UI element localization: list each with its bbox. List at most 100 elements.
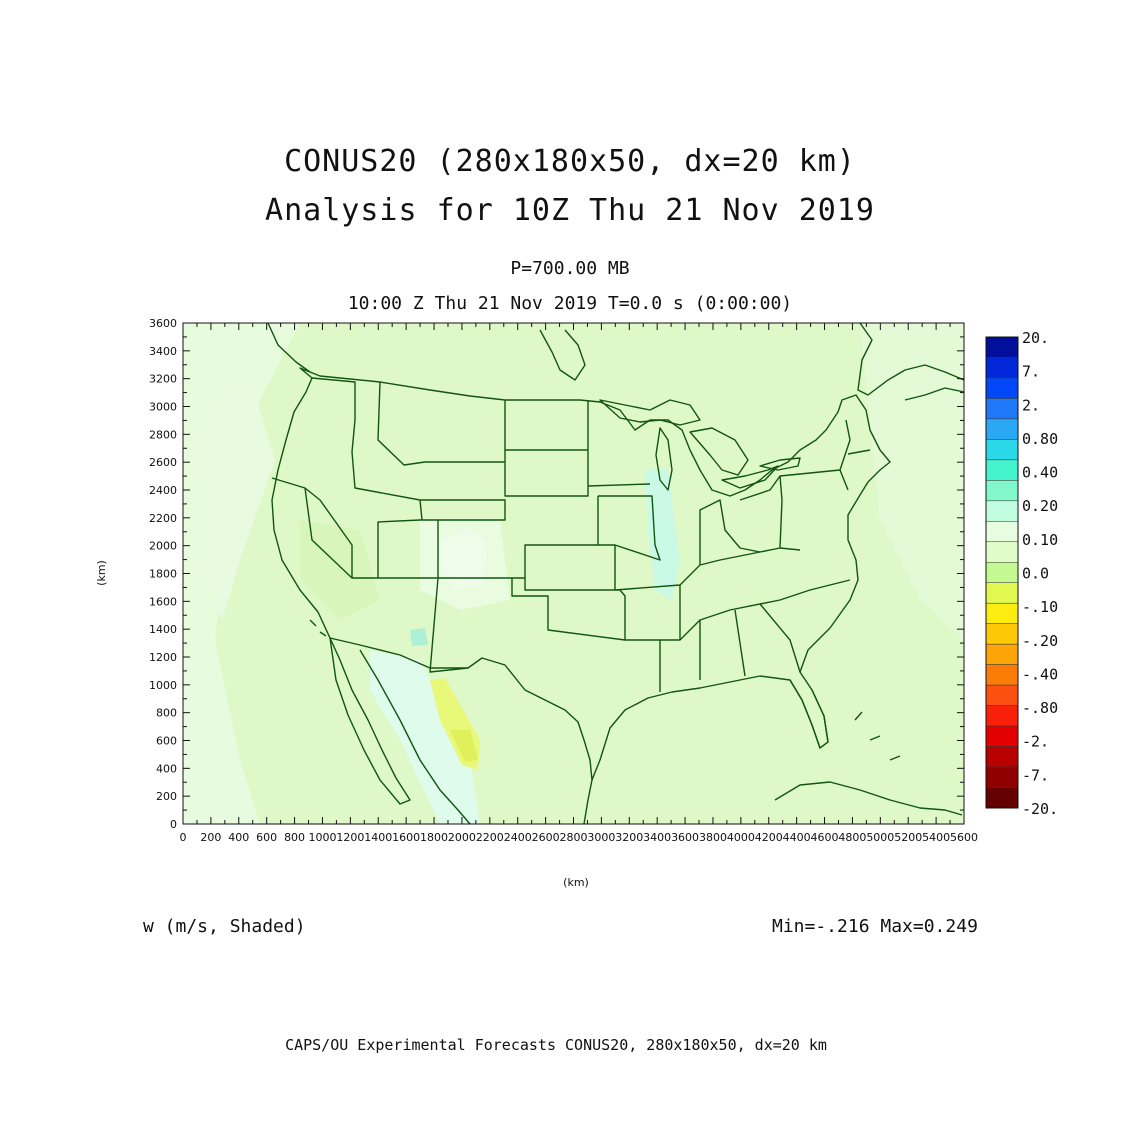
colorbar-label: -.40 xyxy=(1022,665,1058,683)
y-axis: 0 200 400 600 800 1000 1200 1400 1600 1800 2000 220… xyxy=(149,317,964,831)
x-tick-label: 3000 xyxy=(587,831,615,844)
y-tick-label: 1200 xyxy=(149,651,177,664)
y-tick-label: 3600 xyxy=(149,317,177,330)
lake-superior xyxy=(599,399,701,426)
y-tick-label: 3000 xyxy=(149,401,177,414)
colorbar-swatch xyxy=(985,725,1019,747)
y-tick-label: 400 xyxy=(156,762,177,775)
y-tick-label: 1000 xyxy=(149,679,177,692)
x-axis: 0 200 400 600 800 1000 1200 1400 1600 1800 2000 220… xyxy=(180,323,978,844)
colorbar-label: -.10 xyxy=(1022,598,1058,616)
colorbar-label: 0.40 xyxy=(1022,464,1058,482)
x-axis-label: (km) xyxy=(563,876,589,889)
y-tick-label: 2400 xyxy=(149,484,177,497)
colorbar-label: -.80 xyxy=(1022,699,1058,717)
y-tick-label: 1600 xyxy=(149,595,177,608)
y-axis-label: (km) xyxy=(95,560,108,586)
shade-sw-green xyxy=(300,520,380,620)
us-outline xyxy=(271,367,891,781)
x-tick-label: 1600 xyxy=(392,831,420,844)
cuba xyxy=(774,781,963,816)
x-tick-label: 600 xyxy=(256,831,277,844)
y-tick-label: 3400 xyxy=(149,345,177,358)
colorbar-swatch xyxy=(985,787,1019,809)
colorbar-frame xyxy=(985,336,1019,809)
x-tick-label: 1000 xyxy=(308,831,336,844)
x-tick-label: 3400 xyxy=(643,831,671,844)
field-minmax: Min=-.216 Max=0.249 xyxy=(772,916,978,937)
colorbar-label: 20. xyxy=(1022,329,1049,347)
colorbar-swatch xyxy=(985,623,1019,645)
x-tick-label: 1800 xyxy=(420,831,448,844)
y-tick-label: 600 xyxy=(156,735,177,748)
y-tick-label: 2600 xyxy=(149,456,177,469)
x-tick-label: 3600 xyxy=(671,831,699,844)
y-tick-label: 1400 xyxy=(149,623,177,636)
colorbar-swatch xyxy=(985,643,1019,665)
florida xyxy=(789,679,829,749)
colorbar-swatch xyxy=(985,336,1019,358)
colorbar-label: -7. xyxy=(1022,766,1049,784)
lake-michigan xyxy=(655,427,673,491)
colorbar-label: -2. xyxy=(1022,733,1049,751)
credit-line: CAPS/OU Experimental Forecasts CONUS20, … xyxy=(285,1036,827,1054)
x-tick-label: 200 xyxy=(200,831,221,844)
canada-east xyxy=(857,323,964,396)
colorbar-swatch xyxy=(985,766,1019,788)
shade-mexico-yellow2 xyxy=(450,730,478,762)
x-tick-label: 1400 xyxy=(364,831,392,844)
colorbar-label: 0.10 xyxy=(1022,531,1058,549)
title-line-2: Analysis for 10Z Thu 21 Nov 2019 xyxy=(265,193,875,228)
state-lines xyxy=(271,377,871,692)
y-tick-label: 3200 xyxy=(149,373,177,386)
x-tick-label: 4400 xyxy=(783,831,811,844)
colorbar-swatch xyxy=(985,418,1019,440)
colorbar-label: 7. xyxy=(1022,363,1040,381)
title-line-1: CONUS20 (280x180x50, dx=20 km) xyxy=(284,144,856,179)
x-tick-label: 800 xyxy=(284,831,305,844)
x-tick-label: 5000 xyxy=(866,831,894,844)
y-tick-label: 2800 xyxy=(149,428,177,441)
y-tick-label: 0 xyxy=(170,818,177,831)
x-tick-label: 2400 xyxy=(504,831,532,844)
colorbar-label: 2. xyxy=(1022,396,1040,414)
y-tick-label: 1800 xyxy=(149,568,177,581)
colorbar-swatch xyxy=(985,582,1019,604)
shade-cyan-spot xyxy=(410,628,428,646)
x-tick-label: 4200 xyxy=(755,831,783,844)
colorbar-swatch xyxy=(985,562,1019,583)
lake-erie xyxy=(721,465,779,489)
canada-hudson xyxy=(539,329,586,381)
w-field-shading xyxy=(183,323,964,824)
shade-baja-light xyxy=(370,650,480,824)
x-tick-label: 1200 xyxy=(336,831,364,844)
x-tick-label: 5400 xyxy=(922,831,950,844)
colorbar-swatch xyxy=(985,521,1019,543)
channel-islands xyxy=(309,619,327,637)
baja-california xyxy=(329,637,411,805)
x-tick-label: 5200 xyxy=(894,831,922,844)
mexico-coast xyxy=(359,649,471,824)
colorbar-swatch xyxy=(985,602,1019,624)
colorbar-label: 0.0 xyxy=(1022,565,1049,583)
field-label: w (m/s, Shaded) xyxy=(143,916,306,937)
x-tick-label: 4000 xyxy=(727,831,755,844)
shade-pacific-band xyxy=(200,380,275,620)
colorbar-swatch xyxy=(985,684,1019,706)
x-tick-label: 4800 xyxy=(838,831,866,844)
x-tick-label: 4600 xyxy=(811,831,839,844)
x-tick-label: 2600 xyxy=(532,831,560,844)
lake-ontario xyxy=(759,457,801,471)
valid-time-label: 10:00 Z Thu 21 Nov 2019 T=0.0 s (0:00:00… xyxy=(347,293,793,314)
colorbar-swatch xyxy=(985,541,1019,563)
colorbar-swatch xyxy=(985,664,1019,686)
x-tick-label: 0 xyxy=(180,831,187,844)
lake-huron xyxy=(689,427,749,476)
colorbar-swatch xyxy=(985,746,1019,768)
x-tick-label: 5600 xyxy=(950,831,978,844)
colorbar-swatch xyxy=(985,398,1019,420)
colorbar-label: 0.80 xyxy=(1022,430,1058,448)
shade-east-band xyxy=(860,323,964,640)
y-tick-label: 2200 xyxy=(149,512,177,525)
x-tick-label: 2000 xyxy=(448,831,476,844)
